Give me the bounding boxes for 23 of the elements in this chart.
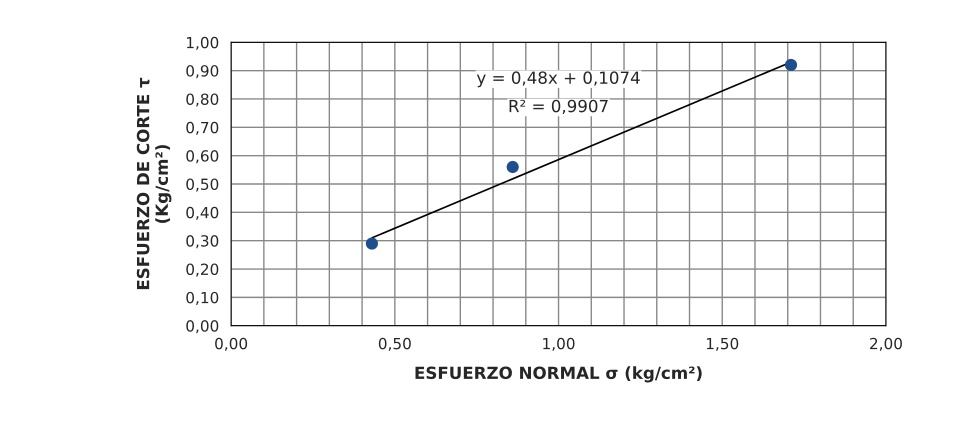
y-tick-label: 0,40	[186, 206, 218, 220]
point	[784, 58, 798, 72]
x-tick-label: 0,00	[215, 338, 248, 351]
annotation: R² = 0,9907	[510, 100, 608, 114]
point	[366, 237, 378, 250]
y-tick-label: 0,80	[186, 93, 218, 107]
y-tick-label: 0,20	[186, 263, 218, 277]
annotation: y = 0,48x + 0,1074	[476, 71, 640, 88]
y-tick-label: 0,70	[186, 122, 218, 135]
y-tick-label: 0,90	[186, 65, 218, 78]
x-tick-label: 1,50	[706, 338, 738, 351]
x-tick-label: 2,00	[870, 338, 902, 351]
y-tick-label: 0,30	[186, 235, 218, 248]
y-axis-title: ESFUERZO DE CORTE τ (Kg/cm²)	[136, 78, 172, 290]
point	[506, 160, 519, 174]
x-tick-label: 0,50	[378, 338, 411, 351]
y-tick-label: 1,00	[186, 36, 218, 50]
y-tick-label: 0,60	[186, 150, 218, 164]
x-tick-label: 1,00	[543, 338, 575, 351]
y-tick-label: 0,00	[186, 320, 218, 334]
y-tick-label: 0,10	[186, 292, 218, 305]
y-tick-label: 0,50	[186, 178, 218, 192]
x-axis-title: ESFUERZO NORMAL σ (kg/cm²)	[416, 366, 702, 382]
